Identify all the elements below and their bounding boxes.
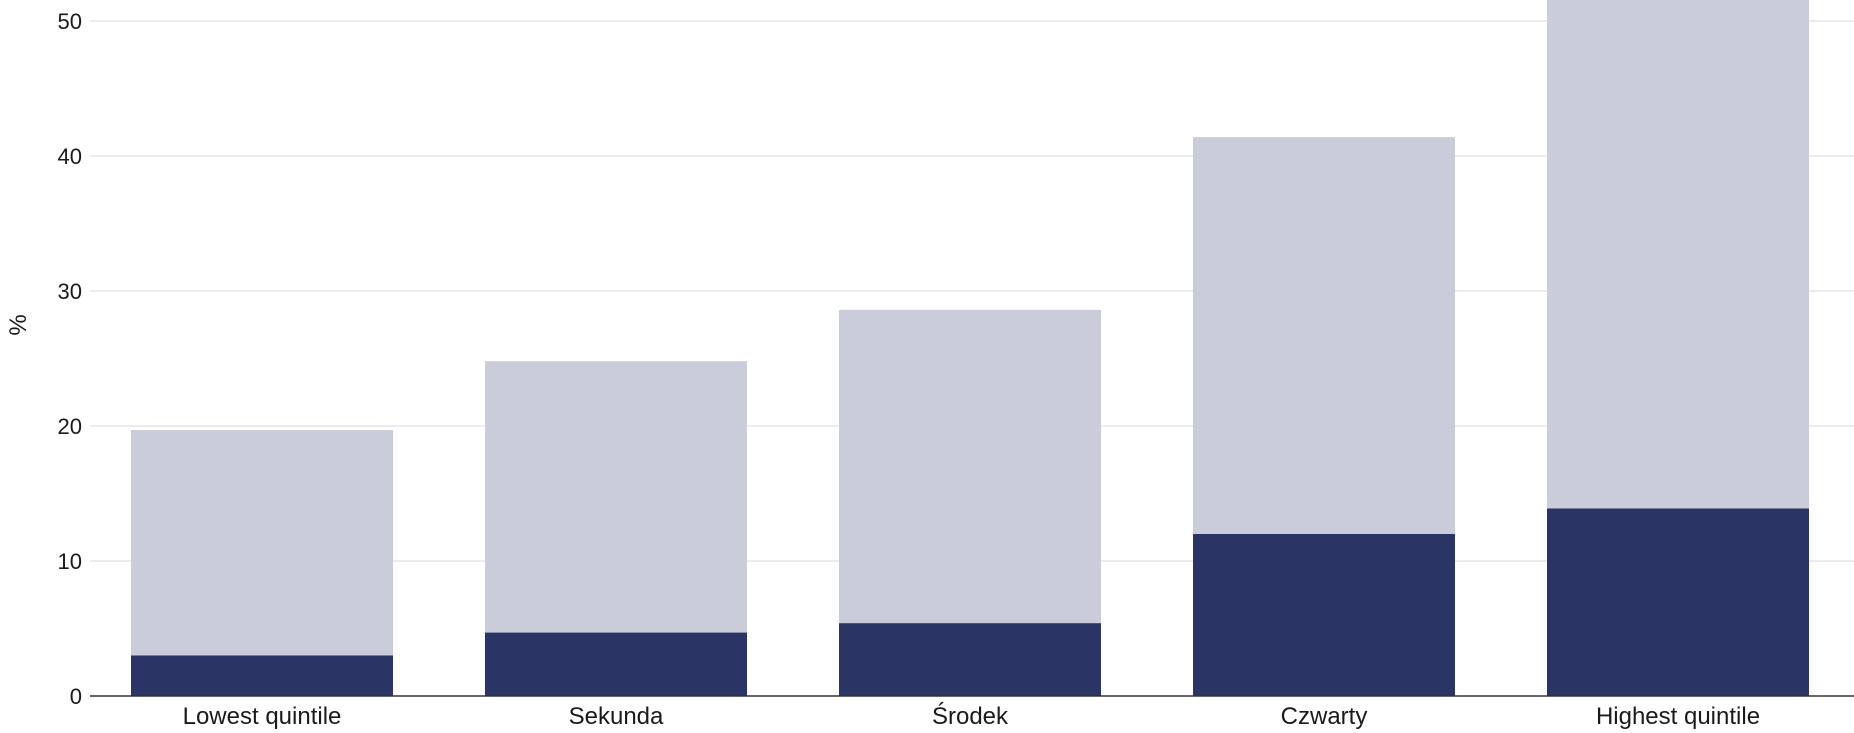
bar-segment-bottom <box>485 633 747 696</box>
x-category-label: Czwarty <box>1281 703 1368 730</box>
x-axis-category-labels: Lowest quintile Sekunda Środek Czwarty Highe… <box>183 702 1760 730</box>
x-category-label: Lowest quintile <box>183 703 342 730</box>
y-tick-label: 50 <box>58 9 82 34</box>
bar-segment-bottom <box>1547 508 1809 696</box>
y-axis-ticks: 0 10 20 30 40 50 <box>58 9 82 709</box>
y-tick-label: 20 <box>58 414 82 439</box>
bar-segment-top <box>1193 137 1455 534</box>
bar-segment-top <box>485 361 747 632</box>
x-category-label: Highest quintile <box>1596 703 1760 730</box>
y-tick-label: 40 <box>58 144 82 169</box>
y-tick-label: 0 <box>70 684 82 709</box>
x-category-label: Sekunda <box>569 703 664 730</box>
bar-segment-bottom <box>839 623 1101 696</box>
bar-segment-top <box>131 430 393 655</box>
bar-segment-top <box>839 310 1101 623</box>
bars <box>131 0 1809 696</box>
y-tick-label: 10 <box>58 549 82 574</box>
y-axis-title: % <box>5 314 32 335</box>
y-tick-label: 30 <box>58 279 82 304</box>
bar-segment-bottom <box>1193 534 1455 696</box>
x-category-label: Środek <box>932 702 1009 730</box>
bar-segment-top <box>1547 0 1809 508</box>
bar-segment-bottom <box>131 656 393 697</box>
